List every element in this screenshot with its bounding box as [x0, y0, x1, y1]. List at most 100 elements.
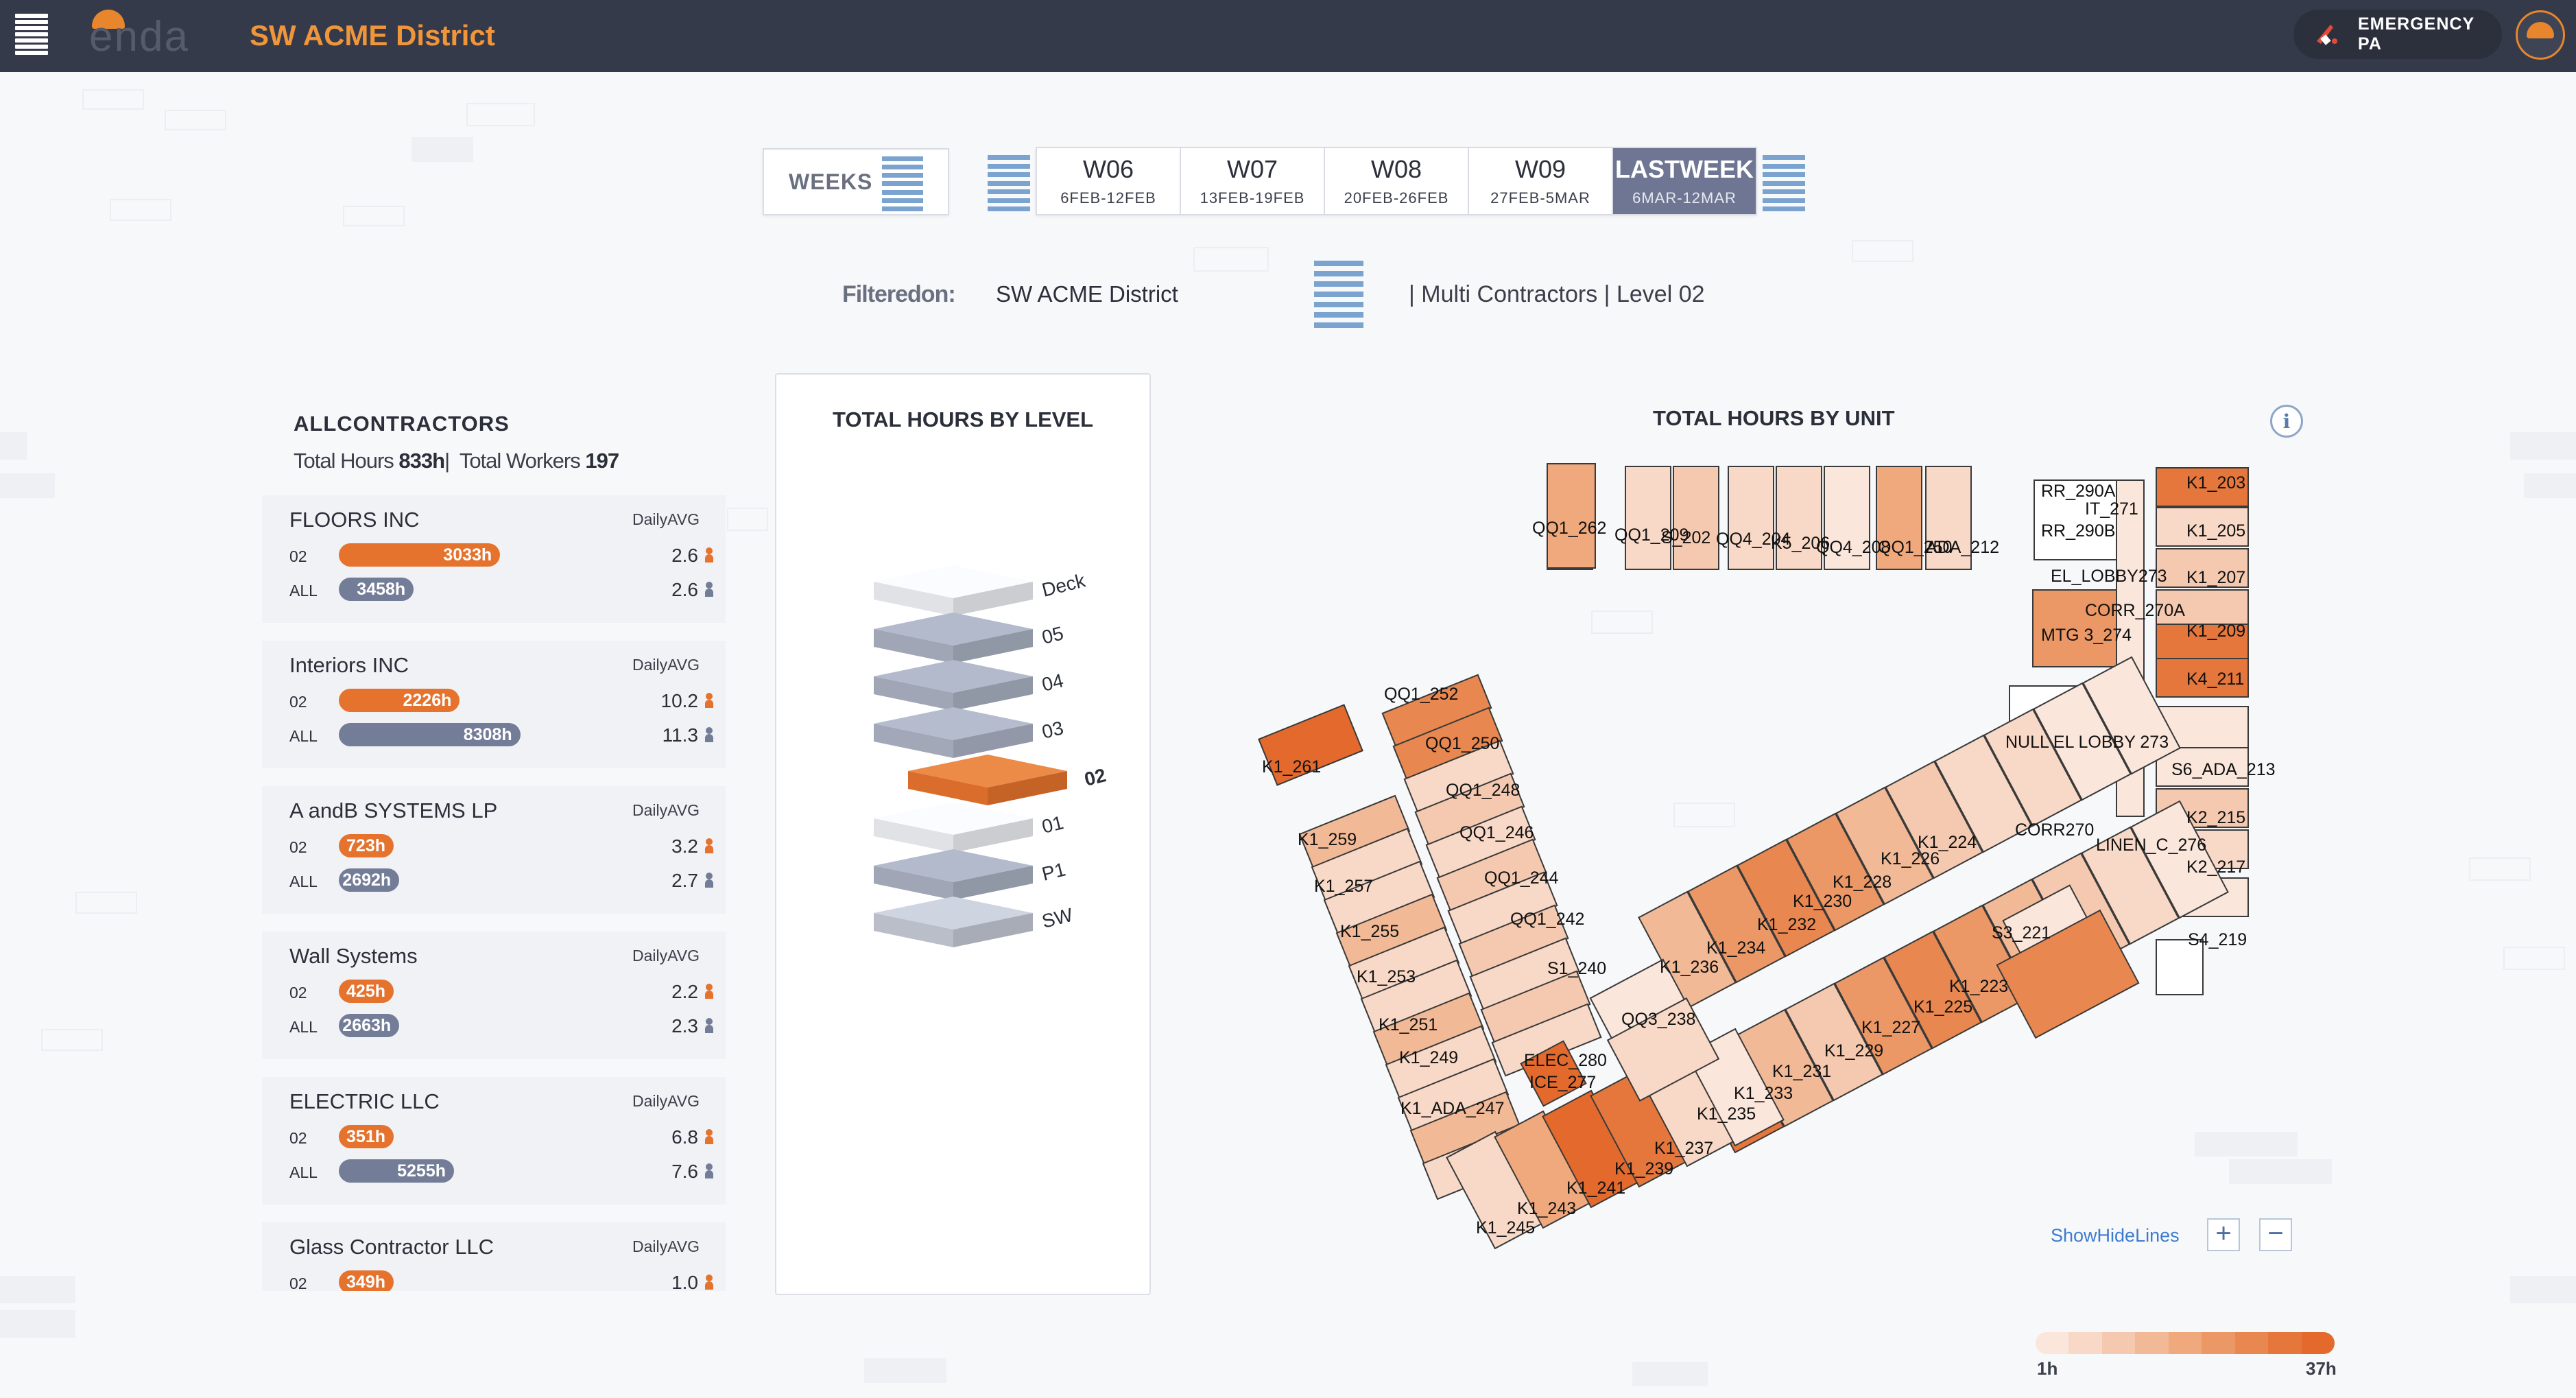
next-weeks-icon[interactable]: [1763, 155, 1805, 211]
level-daily-avg: 10.2: [660, 690, 699, 711]
unit-label: EL_LOBBY273: [2051, 567, 2167, 586]
unit-right-column[interactable]: [2156, 658, 2249, 698]
avatar[interactable]: [2516, 10, 2565, 60]
level-daily-avg: 6.8: [671, 1126, 698, 1148]
previous-weeks-icon[interactable]: [988, 155, 1030, 211]
level-block-p1[interactable]: P1: [874, 849, 1068, 900]
unit-top-row[interactable]: [1728, 466, 1774, 570]
unit-top-row[interactable]: [1824, 466, 1870, 570]
unit-label: K1_237: [1654, 1139, 1713, 1158]
unit-upper-diagonal[interactable]: [2082, 656, 2181, 775]
level-block-deck[interactable]: Deck: [874, 565, 1088, 616]
unit-elec[interactable]: [1520, 1040, 1587, 1107]
unit-upper-diagonal[interactable]: [1983, 708, 2082, 827]
worker-icon: [704, 547, 715, 562]
unit-top-row[interactable]: [1776, 466, 1822, 570]
unit-qq1-262[interactable]: [1547, 463, 1596, 569]
unit-lower-diagonal[interactable]: [2081, 826, 2180, 945]
contractor-card[interactable]: Wall Systems DailyAVG 02 425h 2.2 ALL 2663h 2.3: [262, 932, 726, 1059]
level-label[interactable]: SW: [1040, 904, 1075, 932]
tab-week-w09[interactable]: W09 27FEB-5MAR: [1469, 148, 1613, 214]
level-label[interactable]: 05: [1040, 622, 1066, 648]
unit-right-column[interactable]: [2156, 624, 2249, 663]
unit-label: K1_233: [1734, 1084, 1793, 1103]
unit-upper-diagonal[interactable]: [1835, 786, 1934, 905]
unit-right-column[interactable]: [2156, 467, 2249, 507]
contractor-card[interactable]: Interiors INC DailyAVG 02 2226h 10.2 ALL 8308h…: [262, 641, 726, 768]
contractor-name: ELECTRIC LLC: [289, 1089, 440, 1113]
all-hours-row: ALL 3458h 2.6: [289, 578, 715, 601]
level-block-01[interactable]: 01: [874, 802, 1066, 853]
level-label[interactable]: Deck: [1040, 569, 1088, 601]
filter-district[interactable]: SW ACME District: [996, 281, 1178, 307]
all-hours-row: ALL 5255h 7.6: [289, 1159, 715, 1183]
worker-icon: [704, 582, 715, 597]
unit-label: K1_ADA_247: [1400, 1099, 1505, 1118]
all-hours-bar: 5255h: [339, 1159, 454, 1183]
tab-week-w08[interactable]: W08 20FEB-26FEB: [1325, 148, 1469, 214]
hamburger-menu-icon[interactable]: [15, 14, 48, 55]
contractor-name: Wall Systems: [289, 944, 418, 968]
unit-upper-diagonal[interactable]: [1687, 864, 1786, 984]
filtered-on-label: Filteredon:: [842, 281, 956, 307]
level-block-03[interactable]: 03: [874, 707, 1066, 758]
unit-upper-diagonal[interactable]: [1737, 838, 1835, 958]
unit-right-column[interactable]: [2156, 507, 2249, 547]
unit-lower-diagonal[interactable]: [1785, 982, 1883, 1102]
unit-upper-diagonal[interactable]: [1934, 734, 2033, 853]
all-daily-avg: 2.3: [671, 1015, 698, 1036]
tab-week-w06[interactable]: W06 6FEB-12FEB: [1037, 148, 1181, 214]
zoom-out-button[interactable]: −: [2259, 1218, 2292, 1251]
level-block-02[interactable]: 02: [908, 755, 1108, 805]
unit-s3-221[interactable]: [1996, 909, 2140, 1039]
unit-top-row[interactable]: [1925, 466, 1972, 570]
unit-label: LINEN_C_276: [2096, 836, 2206, 855]
unit-lower-diagonal[interactable]: [1883, 930, 1982, 1050]
level-label[interactable]: 02: [1082, 764, 1108, 790]
level-block-sw[interactable]: SW: [874, 897, 1075, 947]
contractor-card[interactable]: FLOORS INC DailyAVG 02 3033h 2.6 ALL 3458h 2.6: [262, 495, 726, 623]
unit-s4-219[interactable]: [2156, 939, 2204, 995]
zoom-in-button[interactable]: +: [2207, 1218, 2240, 1251]
filter-contractors-level[interactable]: | Multi Contractors | Level 02: [1409, 281, 1705, 307]
unit-top-row[interactable]: [1876, 466, 1922, 570]
contractor-card[interactable]: A andB SYSTEMS LP DailyAVG 02 723h 3.2 ALL 269…: [262, 786, 726, 914]
unit-upper-diagonal[interactable]: [1786, 812, 1885, 932]
weeks-dropdown-button[interactable]: WEEKS: [763, 148, 949, 215]
level-hours-row: 02 723h 3.2: [289, 834, 715, 857]
info-icon[interactable]: i: [2270, 405, 2303, 438]
unit-lower-diagonal[interactable]: [1933, 904, 2031, 1023]
unit-qq3-238[interactable]: [1606, 997, 1720, 1102]
level-label[interactable]: 03: [1040, 717, 1066, 743]
unit-upper-diagonal[interactable]: [1885, 760, 1983, 879]
tab-week-last-week[interactable]: LASTWEEK 6MAR-12MAR: [1613, 148, 1756, 214]
all-hours-value: 8308h: [463, 724, 512, 744]
unit-lower-diagonal[interactable]: [1834, 956, 1933, 1076]
unit-lower-diagonal[interactable]: [2130, 800, 2229, 919]
tab-week-w07[interactable]: W07 13FEB-19FEB: [1181, 148, 1325, 214]
unit-right-column[interactable]: [2156, 747, 2249, 787]
level-block-04[interactable]: 04: [874, 660, 1066, 711]
unit-upper-diagonal[interactable]: [2033, 682, 2132, 801]
level-label[interactable]: 04: [1040, 670, 1066, 696]
show-hide-lines-link[interactable]: ShowHideLines: [2051, 1225, 2180, 1246]
filter-list-icon[interactable]: [1314, 261, 1363, 328]
unit-k1-261[interactable]: [1258, 704, 1363, 786]
emergency-pa-button[interactable]: EMERGENCY PA: [2293, 10, 2502, 59]
unit-label: S6_ADA_213: [2171, 760, 2276, 779]
contractor-card[interactable]: ELECTRIC LLC DailyAVG 02 351h 6.8 ALL 5255h 7.6: [262, 1077, 726, 1205]
app-logo: enda: [89, 10, 226, 60]
level-block-05[interactable]: 05: [874, 613, 1066, 663]
contractor-card[interactable]: Glass Contractor LLC DailyAVG 02 349h 1.0: [262, 1222, 726, 1291]
level-label[interactable]: 01: [1040, 811, 1066, 838]
unit-label: K1_249: [1399, 1048, 1458, 1067]
unit-top-row[interactable]: [1625, 466, 1671, 570]
worker-icon: [704, 693, 715, 708]
unit-right-column[interactable]: [2156, 548, 2249, 588]
level-label[interactable]: P1: [1040, 858, 1068, 884]
unit-top-row[interactable]: [1673, 466, 1719, 570]
level-hours-row: 02 3033h 2.6: [289, 543, 715, 567]
week-range: 27FEB-5MAR: [1490, 189, 1590, 206]
level-label: 02: [289, 547, 307, 565]
